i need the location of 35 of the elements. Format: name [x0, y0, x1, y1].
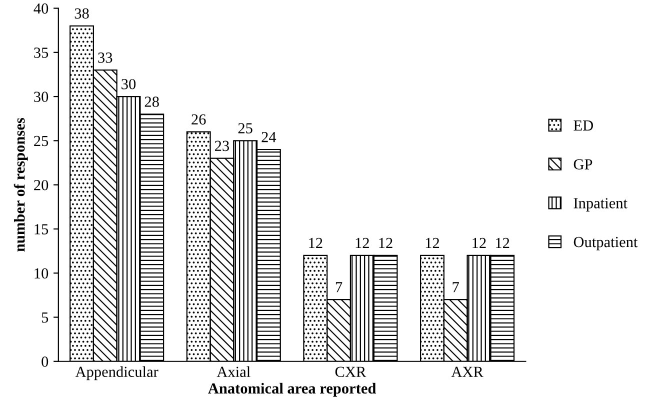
- data-label: 38: [74, 8, 89, 19]
- y-tick-label: 10: [34, 268, 48, 279]
- data-label: 28: [144, 96, 159, 107]
- x-axis-title: Anatomical area reported: [208, 382, 376, 397]
- y-tick-label: 15: [34, 224, 48, 234]
- x-tick-label: Appendicular: [75, 366, 158, 380]
- data-label: 7: [336, 282, 342, 292]
- data-label: 7: [452, 282, 459, 292]
- x-tick-label: CXR: [335, 366, 366, 377]
- data-label: 30: [122, 78, 136, 90]
- legend-label: Inpatient: [574, 198, 628, 212]
- data-label: 12: [426, 238, 440, 248]
- data-label: 24: [262, 132, 276, 142]
- y-tick-label: 0: [42, 356, 48, 367]
- data-label: 12: [356, 238, 369, 248]
- x-tick-label: AXR: [451, 366, 484, 377]
- data-label: 33: [98, 52, 112, 63]
- legend-label: Outpatient: [574, 236, 638, 250]
- legend-label: ED: [574, 120, 593, 131]
- y-tick-label: 5: [42, 312, 48, 323]
- data-label: 23: [214, 140, 229, 152]
- data-label: 12: [379, 238, 392, 248]
- data-label: 25: [238, 123, 252, 134]
- y-tick-label: 25: [34, 136, 48, 146]
- data-label: 26: [192, 114, 206, 125]
- y-axis-title: number of responses: [14, 118, 28, 252]
- data-label: 12: [472, 238, 486, 248]
- y-tick-label: 35: [34, 48, 48, 58]
- legend-label: GP: [574, 159, 592, 170]
- y-tick-label: 20: [34, 180, 48, 190]
- data-label: 12: [309, 238, 322, 248]
- y-tick-label: 30: [34, 92, 48, 102]
- data-label: 12: [496, 238, 510, 248]
- y-tick-label: 40: [34, 3, 48, 14]
- x-tick-label: Axial: [216, 366, 250, 377]
